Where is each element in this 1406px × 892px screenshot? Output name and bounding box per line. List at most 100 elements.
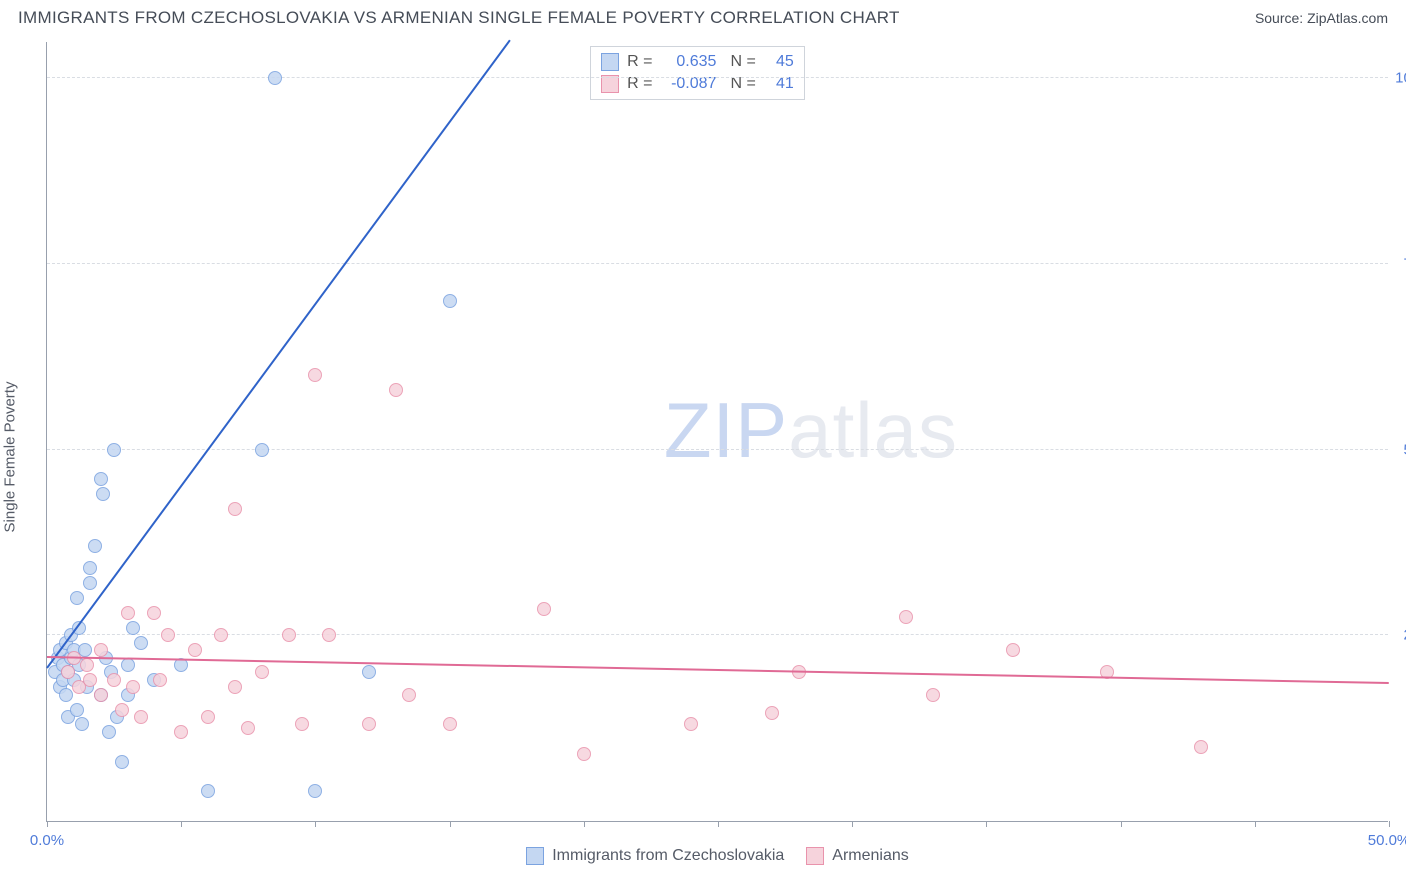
scatter-point bbox=[402, 688, 416, 702]
scatter-point bbox=[121, 606, 135, 620]
scatter-point bbox=[107, 443, 121, 457]
scatter-point bbox=[295, 717, 309, 731]
scatter-point bbox=[147, 606, 161, 620]
gridline-h bbox=[47, 263, 1388, 264]
scatter-point bbox=[83, 576, 97, 590]
r-value: 0.635 bbox=[660, 51, 716, 73]
scatter-point bbox=[188, 643, 202, 657]
series-swatch bbox=[806, 847, 824, 865]
scatter-point bbox=[228, 502, 242, 516]
series-legend: Immigrants from Czechoslovakia Armenians bbox=[47, 847, 1388, 865]
x-tick bbox=[1121, 821, 1122, 827]
x-tick bbox=[1389, 821, 1390, 827]
scatter-point bbox=[115, 703, 129, 717]
scatter-point bbox=[389, 383, 403, 397]
gridline-h bbox=[47, 634, 1388, 635]
plot-area: ZIPatlas R =0.635N =45R =-0.087N =41 Imm… bbox=[46, 42, 1388, 822]
x-tick-label: 50.0% bbox=[1368, 832, 1406, 849]
scatter-point bbox=[322, 628, 336, 642]
series-name: Armenians bbox=[832, 847, 908, 865]
y-tick-label: 75.0% bbox=[1394, 255, 1406, 272]
scatter-point bbox=[107, 673, 121, 687]
scatter-point bbox=[134, 636, 148, 650]
correlation-stats-box: R =0.635N =45R =-0.087N =41 bbox=[590, 46, 805, 100]
scatter-point bbox=[96, 487, 110, 501]
scatter-point bbox=[83, 673, 97, 687]
scatter-point bbox=[443, 294, 457, 308]
scatter-point bbox=[70, 703, 84, 717]
scatter-point bbox=[61, 665, 75, 679]
watermark: ZIPatlas bbox=[664, 385, 958, 476]
series-name: Immigrants from Czechoslovakia bbox=[552, 847, 784, 865]
scatter-point bbox=[899, 610, 913, 624]
scatter-point bbox=[201, 710, 215, 724]
x-tick bbox=[584, 821, 585, 827]
scatter-point bbox=[161, 628, 175, 642]
scatter-point bbox=[83, 561, 97, 575]
regression-line bbox=[47, 656, 1389, 684]
y-axis-label: Single Female Poverty bbox=[2, 382, 19, 533]
n-label: N = bbox=[730, 51, 755, 73]
legend-item: Armenians bbox=[806, 847, 908, 865]
scatter-point bbox=[94, 643, 108, 657]
scatter-point bbox=[153, 673, 167, 687]
scatter-point bbox=[255, 665, 269, 679]
scatter-point bbox=[94, 472, 108, 486]
scatter-point bbox=[443, 717, 457, 731]
scatter-point bbox=[926, 688, 940, 702]
legend-item: Immigrants from Czechoslovakia bbox=[526, 847, 784, 865]
scatter-point bbox=[102, 725, 116, 739]
chart-header: IMMIGRANTS FROM CZECHOSLOVAKIA VS ARMENI… bbox=[0, 0, 1406, 32]
x-tick bbox=[47, 821, 48, 827]
x-tick bbox=[718, 821, 719, 827]
scatter-point bbox=[126, 680, 140, 694]
regression-line bbox=[46, 39, 510, 668]
series-swatch bbox=[601, 53, 619, 71]
scatter-point bbox=[362, 717, 376, 731]
series-swatch bbox=[526, 847, 544, 865]
scatter-point bbox=[308, 368, 322, 382]
x-tick bbox=[315, 821, 316, 827]
scatter-point bbox=[765, 706, 779, 720]
chart-title: IMMIGRANTS FROM CZECHOSLOVAKIA VS ARMENI… bbox=[18, 8, 900, 28]
y-tick-label: 100.0% bbox=[1394, 70, 1406, 87]
scatter-point bbox=[94, 688, 108, 702]
scatter-point bbox=[684, 717, 698, 731]
x-tick bbox=[986, 821, 987, 827]
scatter-point bbox=[201, 784, 215, 798]
scatter-point bbox=[537, 602, 551, 616]
scatter-point bbox=[134, 710, 148, 724]
scatter-point bbox=[241, 721, 255, 735]
x-tick bbox=[181, 821, 182, 827]
x-tick bbox=[852, 821, 853, 827]
gridline-h bbox=[47, 449, 1388, 450]
scatter-point bbox=[1006, 643, 1020, 657]
scatter-point bbox=[174, 725, 188, 739]
x-tick bbox=[450, 821, 451, 827]
source-attribution: Source: ZipAtlas.com bbox=[1255, 10, 1388, 26]
chart-container: Single Female Poverty ZIPatlas R = 0.635 N… bbox=[0, 32, 1406, 882]
n-value: 45 bbox=[764, 51, 794, 73]
x-tick-label: 0.0% bbox=[30, 832, 64, 849]
scatter-point bbox=[255, 443, 269, 457]
scatter-point bbox=[228, 680, 242, 694]
scatter-point bbox=[126, 621, 140, 635]
scatter-point bbox=[1194, 740, 1208, 754]
scatter-point bbox=[577, 747, 591, 761]
scatter-point bbox=[70, 591, 84, 605]
y-tick-label: 50.0% bbox=[1394, 441, 1406, 458]
scatter-point bbox=[88, 539, 102, 553]
scatter-point bbox=[80, 658, 94, 672]
gridline-h bbox=[47, 77, 1388, 78]
scatter-point bbox=[268, 71, 282, 85]
scatter-point bbox=[59, 688, 73, 702]
x-tick bbox=[1255, 821, 1256, 827]
r-label: R = bbox=[627, 51, 652, 73]
scatter-point bbox=[121, 658, 135, 672]
scatter-point bbox=[75, 717, 89, 731]
scatter-point bbox=[308, 784, 322, 798]
scatter-point bbox=[282, 628, 296, 642]
stats-row: R = 0.635 N = 45 bbox=[601, 51, 794, 73]
scatter-point bbox=[214, 628, 228, 642]
scatter-point bbox=[362, 665, 376, 679]
